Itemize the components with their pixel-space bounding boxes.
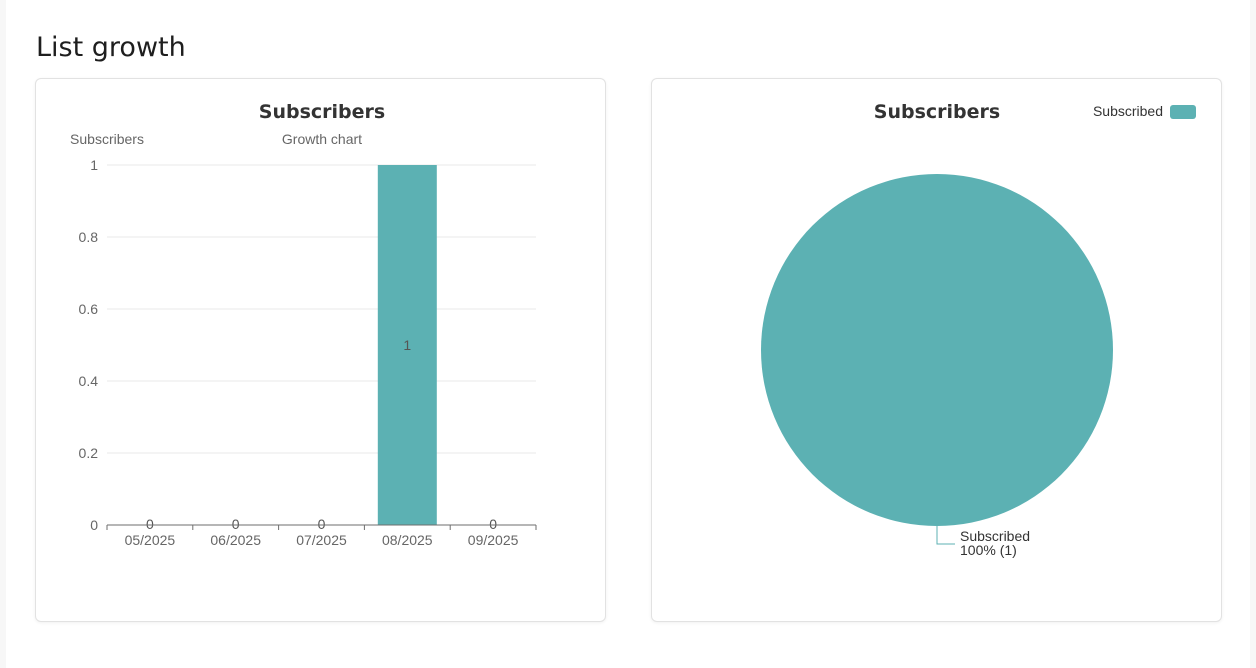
bar-y-tick-label: 0.6 — [79, 301, 99, 317]
bar-chart-x-axis: 05/2025 06/2025 07/2025 08/2025 09/2025 — [106, 524, 537, 548]
bar-x-tick-label: 08/2025 — [382, 532, 433, 548]
pie-chart-card: Subscribers Subscribed Subscribed 100% (… — [651, 78, 1222, 622]
bar-chart-card: Subscribers Subscribers Growth chart 0 0.… — [35, 78, 606, 622]
bar-data-label: 0 — [232, 516, 240, 532]
bar-y-tick-label: 0.2 — [79, 445, 99, 461]
page: List growth Subscribers Subscribers Grow… — [6, 0, 1250, 668]
bar-chart-y-ticks: 0 0.2 0.4 0.6 0.8 1 — [79, 157, 99, 533]
bar-data-label: 0 — [318, 516, 326, 532]
pie-slice-label-name: Subscribed — [960, 528, 1030, 544]
bar-data-label: 0 — [489, 516, 497, 532]
pie-slice-label-value: 100% (1) — [960, 542, 1017, 558]
bar-chart-grid — [107, 164, 536, 454]
pie-legend-label: Subscribed — [1093, 103, 1163, 119]
bar-chart-bars: 0 0 0 1 0 — [146, 165, 497, 532]
pie-legend[interactable]: Subscribed — [1093, 103, 1196, 119]
pie-slice-subscribed[interactable] — [761, 174, 1113, 526]
bar-08-2025[interactable] — [377, 165, 437, 525]
bar-x-tick-label: 05/2025 — [125, 532, 176, 548]
bar-chart-subtitle: Growth chart — [282, 131, 362, 147]
bar-x-tick-label: 06/2025 — [210, 532, 261, 548]
pie-legend-swatch — [1170, 105, 1196, 119]
bar-chart-title: Subscribers — [259, 101, 385, 123]
pie-chart-title: Subscribers — [874, 101, 1000, 123]
bar-data-label: 0 — [146, 516, 154, 532]
bar-chart-y-axis-label: Subscribers — [70, 131, 144, 147]
bar-data-label: 1 — [403, 337, 411, 353]
bar-y-tick-label: 0.8 — [79, 229, 99, 245]
pie-chart: Subscribers Subscribed Subscribed 100% (… — [761, 101, 1196, 558]
bar-x-tick-label: 09/2025 — [468, 532, 519, 548]
page-title: List growth — [36, 32, 186, 63]
bar-x-tick-label: 07/2025 — [296, 532, 347, 548]
pie-leader-line — [936, 526, 955, 545]
pie-slices — [761, 174, 1113, 526]
bar-y-tick-label: 0 — [90, 517, 98, 533]
bar-y-tick-label: 1 — [90, 157, 98, 173]
bar-chart: Subscribers Subscribers Growth chart 0 0.… — [70, 101, 537, 548]
bar-y-tick-label: 0.4 — [79, 373, 99, 389]
